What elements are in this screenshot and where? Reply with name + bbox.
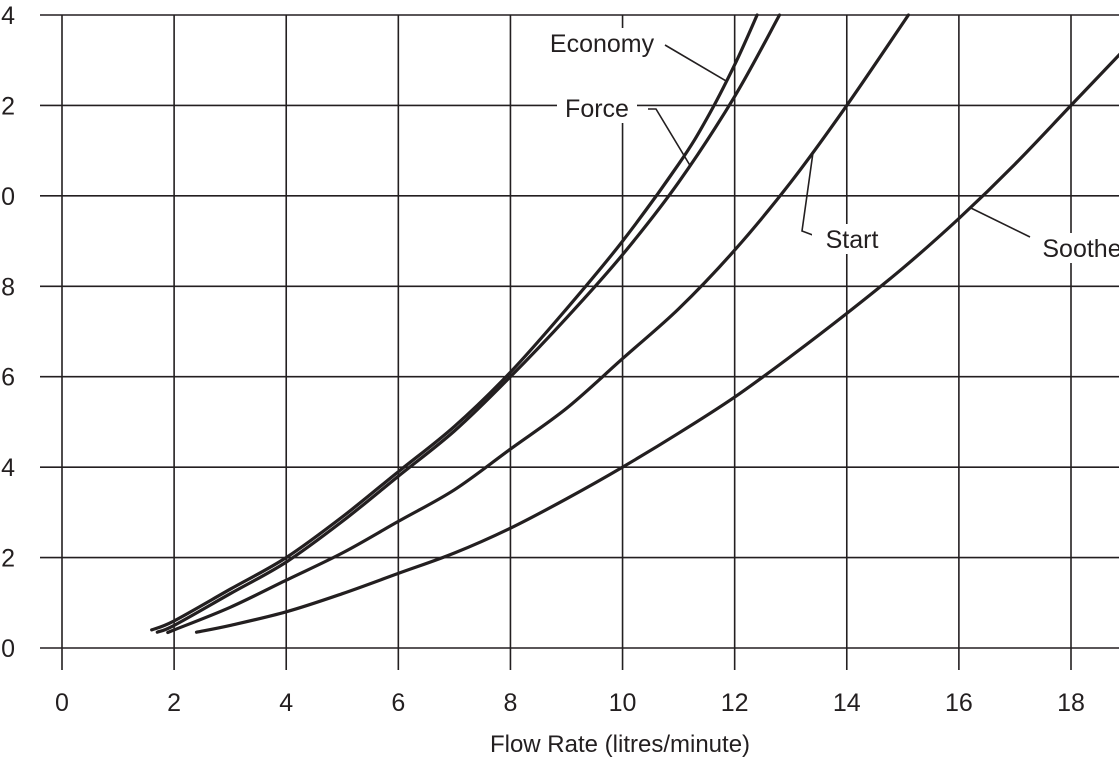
series-layer xyxy=(150,13,1119,635)
tick-label-layer: 0 2 4 6 8 10 12 14 16 18 0 2 .4 6 8 .0 2 .4 xyxy=(0,2,1085,717)
y-tick-label: .0 xyxy=(0,183,15,211)
series-line-force xyxy=(155,13,782,634)
annotation-bg xyxy=(548,28,656,58)
y-tick-label: 0 xyxy=(1,635,15,663)
y-tick-label: 8 xyxy=(1,273,15,301)
annotation-label-soothe: Soothe xyxy=(1042,235,1119,263)
series-line-start xyxy=(166,13,910,635)
x-axis-title: Flow Rate (litres/minute) xyxy=(490,731,750,758)
x-tick-label: 0 xyxy=(55,689,69,717)
x-tick-label: 8 xyxy=(503,689,517,717)
annotation-bg xyxy=(1035,233,1119,263)
annotation-bg xyxy=(812,224,892,254)
annotation-bg xyxy=(557,93,637,123)
x-tick-label: 14 xyxy=(833,689,861,717)
x-tick-label: 16 xyxy=(945,689,973,717)
x-tick-label: 2 xyxy=(167,689,181,717)
annotation-leader-force xyxy=(648,108,691,166)
annotation-label-force: Force xyxy=(565,95,629,123)
annotation-leader-soothe xyxy=(969,206,1031,238)
annotation-label-economy: Economy xyxy=(550,30,655,58)
y-tick-label: .4 xyxy=(0,2,15,30)
annotation-layer: Economy Force Start Soothe xyxy=(548,28,1119,263)
series-line-soothe xyxy=(194,52,1119,634)
x-tick-label: 18 xyxy=(1057,689,1085,717)
x-tick-label: 6 xyxy=(391,689,405,717)
y-tick-label: 6 xyxy=(1,364,15,392)
x-tick-label: 12 xyxy=(721,689,749,717)
x-tick-label: 10 xyxy=(609,689,637,717)
series-line-economy xyxy=(150,13,759,632)
annotation-leader-economy xyxy=(664,44,727,82)
annotation-label-start: Start xyxy=(826,226,879,254)
label-gap xyxy=(617,55,631,97)
y-tick-label: 2 xyxy=(1,545,15,573)
y-tick-label: 2 xyxy=(1,92,15,120)
y-tick-label: .4 xyxy=(0,454,15,482)
x-tick-label: 4 xyxy=(279,689,293,717)
